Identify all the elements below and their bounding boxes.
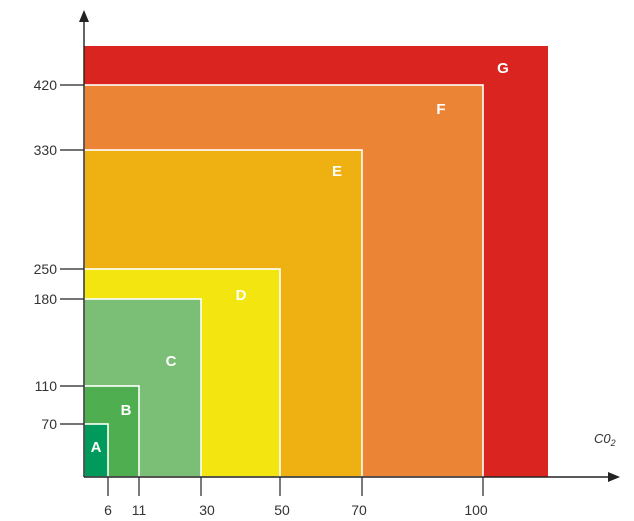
x-tick-label: 6 — [104, 502, 112, 518]
y-tick-label: 70 — [41, 416, 57, 432]
zone-letter-a: A — [91, 439, 102, 456]
zone-letter-b: B — [121, 402, 132, 419]
zone-letter-e: E — [332, 163, 342, 180]
zone-letter-d: D — [236, 287, 247, 304]
zone-letters: G F E D C B A — [91, 60, 509, 456]
x-axis-arrow — [608, 472, 620, 482]
x-tick-label: 50 — [274, 502, 290, 518]
x-axis-label: C02 — [594, 431, 616, 448]
x-tick-label: 100 — [464, 502, 488, 518]
x-tick-label: 11 — [132, 502, 147, 518]
y-axis-ticks: 70 110 180 250 330 420 — [34, 77, 84, 432]
x-axis-ticks: 6 11 30 50 70 100 — [104, 477, 488, 518]
x-tick-label: 30 — [199, 502, 215, 518]
x-tick-label: 70 — [351, 502, 367, 518]
y-tick-label: 110 — [35, 378, 58, 394]
zone-letter-g: G — [497, 60, 509, 77]
y-axis-arrow — [79, 10, 89, 22]
y-tick-label: 180 — [34, 291, 58, 307]
y-tick-label: 420 — [34, 77, 58, 93]
y-tick-label: 250 — [34, 261, 58, 277]
zone-letter-f: F — [436, 101, 445, 118]
y-tick-label: 330 — [34, 142, 58, 158]
zone-letter-c: C — [166, 353, 177, 370]
zones-layer — [83, 46, 548, 478]
